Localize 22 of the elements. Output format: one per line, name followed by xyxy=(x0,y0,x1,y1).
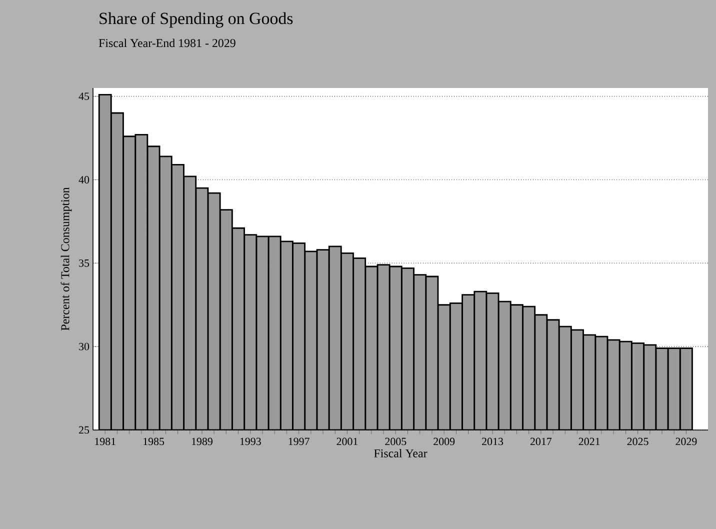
x-tick-label: 1989 xyxy=(192,438,212,446)
x-tick-label: 2001 xyxy=(336,438,358,446)
y-tick-label: 45 xyxy=(78,92,90,100)
y-tick-label: 35 xyxy=(79,259,90,267)
x-tick-label: 1985 xyxy=(144,438,164,446)
chart-subtitle: Fiscal Year-End 1981 - 2029 xyxy=(98,38,236,48)
y-tick-label: 40 xyxy=(78,176,90,184)
y-axis-title: Percent of Total Consumption xyxy=(60,187,72,330)
x-tick-label: 2025 xyxy=(627,438,648,446)
x-tick-label: 2021 xyxy=(578,438,600,446)
chart-title: Share of Spending on Goods xyxy=(100,12,293,28)
x-tick-label: 2017 xyxy=(530,438,552,446)
y-tick-label: 30 xyxy=(79,342,90,350)
x-tick-label: 1997 xyxy=(288,438,310,446)
x-axis-title: Fiscal Year xyxy=(374,448,428,458)
x-tick-label: 2005 xyxy=(385,438,406,446)
x-tick-label: 1981 xyxy=(95,438,116,446)
x-tick-label: 1993 xyxy=(240,438,261,446)
x-tick-label: 2029 xyxy=(676,438,697,446)
y-tick-label: 25 xyxy=(79,426,90,434)
x-tick-label: 2009 xyxy=(434,438,455,446)
x-tick-label: 2013 xyxy=(482,438,504,446)
